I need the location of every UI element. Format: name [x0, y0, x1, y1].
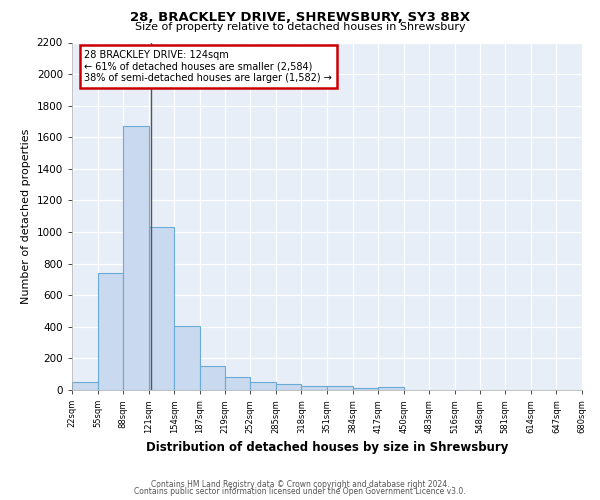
Bar: [224, 378, 250, 390]
Bar: [175, 326, 200, 390]
X-axis label: Distribution of detached houses by size in Shrewsbury: Distribution of detached houses by size …: [146, 441, 508, 454]
Bar: [200, 366, 224, 390]
Bar: [353, 388, 378, 390]
Text: Contains public sector information licensed under the Open Government Licence v3: Contains public sector information licen…: [134, 488, 466, 496]
Text: 28, BRACKLEY DRIVE, SHREWSBURY, SY3 8BX: 28, BRACKLEY DRIVE, SHREWSBURY, SY3 8BX: [130, 11, 470, 24]
Bar: [250, 382, 276, 390]
Bar: [301, 386, 327, 390]
Text: Contains HM Land Registry data © Crown copyright and database right 2024.: Contains HM Land Registry data © Crown c…: [151, 480, 449, 489]
Bar: [327, 386, 353, 390]
Bar: [123, 126, 149, 390]
Text: 28 BRACKLEY DRIVE: 124sqm
← 61% of detached houses are smaller (2,584)
38% of se: 28 BRACKLEY DRIVE: 124sqm ← 61% of detac…: [85, 50, 332, 83]
Bar: [98, 273, 123, 390]
Bar: [276, 384, 301, 390]
Text: Size of property relative to detached houses in Shrewsbury: Size of property relative to detached ho…: [134, 22, 466, 32]
Bar: [149, 228, 175, 390]
Bar: [72, 382, 98, 390]
Y-axis label: Number of detached properties: Number of detached properties: [21, 128, 31, 304]
Bar: [378, 387, 404, 390]
